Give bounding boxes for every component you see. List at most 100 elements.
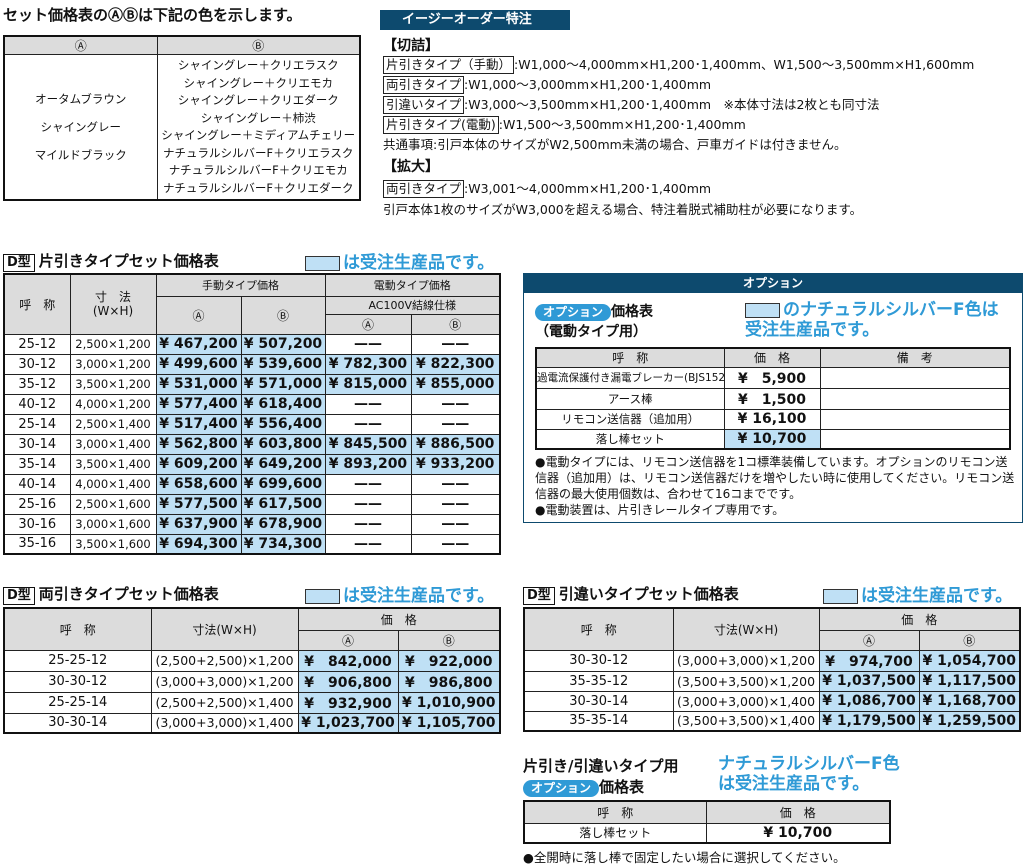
cut-line: 片引きタイプ（手動）:W1,000～4,000mm×H1,200･1,400mm… xyxy=(383,54,974,74)
cut-line-tag: 引違いタイプ xyxy=(383,96,465,114)
electric-b-price: —— xyxy=(410,393,501,415)
table-row: 30-30-12 (3,000+3,000)×1,200 ¥ 974,700 ¥ 1,… xyxy=(523,649,1021,672)
table-row: 35-16 3,500×1,600 ¥ 694,300 ¥ 734,300 —— —— xyxy=(3,533,501,555)
sliding-title-text: 引違いタイプセット価格表 xyxy=(558,585,739,603)
option-pill: オプション xyxy=(535,304,612,321)
manual-b-price: ¥ 618,400 xyxy=(240,393,326,415)
highlight-swatch xyxy=(745,302,780,318)
option-item-name: リモコン送信器（追加用） xyxy=(535,408,725,430)
size-cell: (3,000+3,000)×1,400 xyxy=(672,690,820,712)
d-type-tag: D型 xyxy=(523,587,555,605)
size-cell: 3,500×1,400 xyxy=(69,453,157,475)
option2-title-2: 価格表 xyxy=(599,778,645,796)
option-item-price: ¥ 5,900 xyxy=(723,366,821,389)
table-row: 25-14 2,500×1,400 ¥ 517,400 ¥ 556,400 —— —— xyxy=(3,413,501,435)
b-color-item: ナチュラルシルバーF＋クリエラスク xyxy=(163,145,354,160)
electric-a-price: —— xyxy=(324,493,412,515)
option2-pill: オプション xyxy=(523,780,600,797)
option2-item-price: ¥ 10,700 xyxy=(705,822,891,844)
option2-blue-1: ナチュラルシルバーF色 xyxy=(718,754,900,774)
name-cell: 30-12 xyxy=(3,353,71,375)
size-cell: 3,000×1,600 xyxy=(69,513,157,535)
manual-a-price: ¥ 562,800 xyxy=(155,433,242,455)
expand-tag: 両引きタイプ xyxy=(383,180,465,198)
size-cell: 3,500×1,600 xyxy=(69,533,157,555)
table-row: 30-12 3,000×1,200 ¥ 499,600 ¥ 539,600 ¥ 782,… xyxy=(3,353,501,375)
option-item-remark xyxy=(819,387,1011,410)
electric-a-price: —— xyxy=(324,333,412,355)
option2-note: ●全開時に落し棒で固定したい場合に選択してください。 xyxy=(523,850,846,865)
made-to-order-text: は受注生産品です。 xyxy=(861,586,1013,606)
price-a: ¥ 1,179,500 xyxy=(818,710,920,732)
cut-line-text: :W3,000～3,500mm×H1,200･1,400mm ※本体寸法は2枚と… xyxy=(464,97,880,112)
electric-b-price: —— xyxy=(410,493,501,515)
header-price: 価 格 xyxy=(818,607,1021,631)
header-manual-b: Ⓑ xyxy=(240,295,326,335)
name-cell: 25-25-14 xyxy=(3,691,152,714)
table-row: 30-16 3,000×1,600 ¥ 637,900 ¥ 678,900 —— —— xyxy=(3,513,501,535)
name-cell: 35-14 xyxy=(3,453,71,475)
col-b-header: Ⓑ xyxy=(156,35,361,55)
table-row: 40-14 4,000×1,400 ¥ 658,600 ¥ 699,600 —— —— xyxy=(3,473,501,495)
header-a: Ⓐ xyxy=(297,629,399,651)
size-cell: (3,000+3,000)×1,200 xyxy=(150,670,299,693)
double-title-text: 両引きタイプセット価格表 xyxy=(38,585,219,603)
name-cell: 30-30-14 xyxy=(3,712,152,734)
cut-line: 片引きタイプ(電動):W1,500～3,500mm×H1,200･1,400mm xyxy=(383,114,746,134)
single-title: D型 片引きタイプセット価格表 xyxy=(3,250,219,272)
price-b: ¥ 1,168,700 xyxy=(918,690,1021,712)
size-cell: 3,000×1,400 xyxy=(69,433,157,455)
header-name: 呼 称 xyxy=(523,800,707,824)
a-colors-cell: オータムブラウン シャイングレー マイルドブラック xyxy=(3,54,158,201)
size-cell: (3,000+3,000)×1,200 xyxy=(672,649,820,672)
table-row: 25-16 2,500×1,600 ¥ 577,500 ¥ 617,500 —— —— xyxy=(3,493,501,515)
size-cell: 4,000×1,200 xyxy=(69,393,157,415)
header-size-sub: (W×H) xyxy=(92,304,134,319)
price-a: ¥ 1,086,700 xyxy=(818,690,920,712)
size-cell: 4,000×1,400 xyxy=(69,473,157,495)
table-row: アース棒 ¥ 1,500 xyxy=(535,387,1011,410)
header-b: Ⓑ xyxy=(918,629,1021,651)
b-color-item: シャイングレー＋クリエモカ xyxy=(183,75,334,90)
price-b: ¥ 1,117,500 xyxy=(918,670,1021,692)
size-cell: (3,000+3,000)×1,400 xyxy=(150,712,299,734)
price-a: ¥ 842,000 xyxy=(297,649,399,672)
header-electric-b: Ⓑ xyxy=(410,313,501,335)
electric-b-price: ¥ 933,200 xyxy=(410,453,501,475)
option-item-price: ¥ 10,700 xyxy=(723,428,821,450)
option-bar: オプション xyxy=(524,273,1022,293)
option-table: 呼 称価 格備 考 過電流保護付き漏電ブレーカー(BJS1521) ¥ 5,900… xyxy=(535,347,1011,450)
header-name: 呼 称 xyxy=(3,273,71,335)
common-note: 共通事項:引戸本体のサイズがW2,500mm未満の場合、戸車ガイドは付きません。 xyxy=(383,137,847,152)
header-electric-a: Ⓐ xyxy=(324,313,412,335)
option-header: 呼 称 xyxy=(535,347,725,368)
b-color-item: シャイングレー＋クリエラスク xyxy=(177,58,339,72)
manual-b-price: ¥ 539,600 xyxy=(240,353,326,375)
table-row: 35-14 3,500×1,400 ¥ 609,200 ¥ 649,200 ¥ 893,… xyxy=(3,453,501,475)
electric-a-price: —— xyxy=(324,533,412,555)
highlight-swatch xyxy=(823,588,858,604)
b-color-item: シャイングレー＋ミディアムチェリー xyxy=(161,128,356,142)
manual-b-price: ¥ 699,600 xyxy=(240,473,326,495)
name-cell: 25-12 xyxy=(3,333,71,355)
option2-table: 呼 称価 格 落し棒セット ¥ 10,700 xyxy=(523,800,891,844)
option-header: 価 格 xyxy=(723,347,821,368)
manual-b-price: ¥ 617,500 xyxy=(240,493,326,515)
option2-title: 片引き/引違いタイプ用 オプション 価格表 xyxy=(523,756,678,798)
made-to-order-note: は受注生産品です。 xyxy=(305,581,494,606)
size-cell: 2,500×1,400 xyxy=(69,413,157,435)
double-price-table: 呼 称寸法(W×H) 価 格 Ⓐ Ⓑ 25-25-12 (2,500+2,500)×1,2… xyxy=(3,607,502,734)
option-item-remark xyxy=(819,428,1011,450)
sliding-title: D型 引違いタイプセット価格表 xyxy=(523,583,739,605)
header-electric-sub: AC100V結線仕様 xyxy=(324,295,501,315)
name-cell: 35-16 xyxy=(3,533,71,555)
name-cell: 35-35-14 xyxy=(523,710,674,732)
option-item-name: アース棒 xyxy=(535,387,725,410)
electric-b-price: —— xyxy=(410,533,501,555)
b-color-item: シャイングレー＋クリエダーク xyxy=(177,93,339,107)
expand-text: :W3,001～4,000mm×H1,200･1,400mm xyxy=(464,181,712,196)
electric-b-price: ¥ 855,000 xyxy=(410,373,501,395)
name-cell: 35-12 xyxy=(3,373,71,395)
option-item-price: ¥ 16,100 xyxy=(723,408,821,430)
header-price: 価 格 xyxy=(705,800,891,824)
